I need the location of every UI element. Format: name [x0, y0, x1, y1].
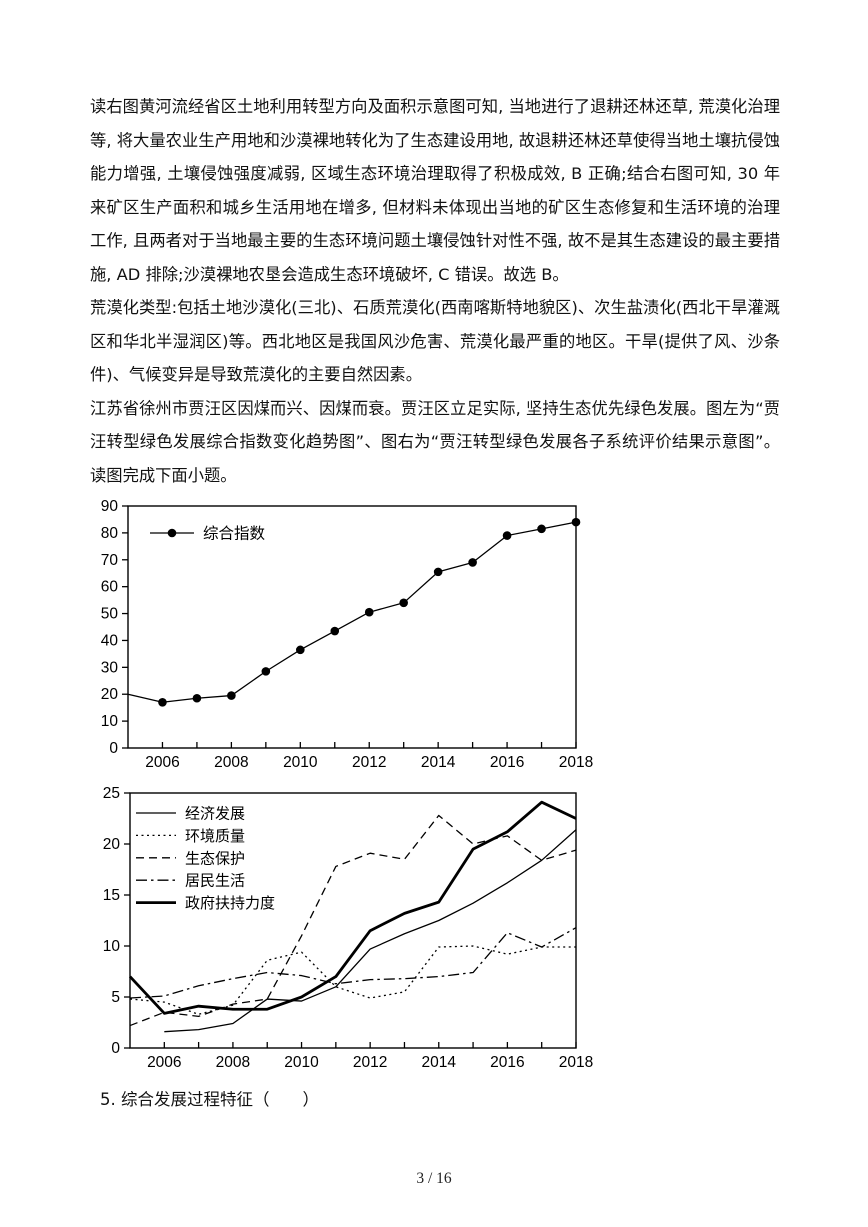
svg-text:2010: 2010	[284, 1054, 319, 1071]
svg-text:2010: 2010	[283, 754, 318, 771]
subsystem-evaluation-chart: 0 5 10 15 20 25 2006 2008 2010 2012 2014 2016 2018 经济…	[88, 786, 608, 1086]
desertification-note-paragraph: 荒漠化类型:包括土地沙漠化(三北)、石质荒漠化(西南喀斯特地貌区)、次生盐渍化(…	[90, 298, 780, 384]
page-number: 3 / 16	[416, 1170, 452, 1187]
svg-text:10: 10	[103, 938, 121, 955]
svg-text:25: 25	[103, 786, 120, 802]
svg-text:2008: 2008	[214, 754, 248, 771]
svg-text:60: 60	[101, 579, 119, 596]
svg-text:2016: 2016	[490, 1054, 524, 1071]
svg-text:0: 0	[109, 740, 118, 757]
svg-text:2012: 2012	[353, 1054, 387, 1071]
jiawang-intro-paragraph: 江苏省徐州市贾汪区因煤而兴、因煤而衰。贾汪区立足实际, 坚持生态优先绿色发展。图…	[90, 398, 780, 485]
legend-label: 居民生活	[185, 872, 245, 890]
svg-text:20: 20	[101, 686, 119, 703]
svg-text:90: 90	[101, 498, 119, 515]
svg-text:2014: 2014	[422, 1054, 457, 1071]
legend-label: 经济发展	[185, 805, 245, 823]
svg-text:2008: 2008	[216, 1054, 250, 1071]
svg-text:40: 40	[101, 632, 119, 649]
svg-text:80: 80	[101, 525, 119, 542]
legend-label: 政府扶持力度	[185, 894, 275, 912]
svg-text:10: 10	[101, 713, 119, 730]
svg-text:5: 5	[111, 989, 120, 1006]
svg-text:30: 30	[101, 659, 119, 676]
svg-text:0: 0	[111, 1040, 120, 1057]
svg-text:2012: 2012	[352, 754, 386, 771]
svg-text:50: 50	[101, 606, 119, 623]
legend-label: 生态保护	[185, 849, 245, 867]
svg-text:15: 15	[103, 887, 120, 904]
svg-text:2018: 2018	[559, 754, 593, 771]
svg-text:2014: 2014	[421, 754, 456, 771]
svg-text:70: 70	[101, 552, 119, 569]
svg-text:2016: 2016	[490, 754, 524, 771]
svg-text:2006: 2006	[145, 754, 179, 771]
body-text: 读右图黄河流经省区土地利用转型方向及面积示意图可知, 当地进行了退耕还林还草, …	[90, 90, 780, 492]
question-text: 5. 综合发展过程特征（ ）	[100, 1090, 319, 1109]
composite-index-trend-chart: 0 10 20 30 40 50 60 70 80 90 2006 2008 2010 2012 2014 2…	[88, 498, 608, 786]
answer-explanation-paragraph: 读右图黄河流经省区土地利用转型方向及面积示意图可知, 当地进行了退耕还林还草, …	[90, 97, 780, 284]
svg-text:2006: 2006	[147, 1054, 181, 1071]
legend-label: 环境质量	[185, 827, 245, 845]
svg-text:2018: 2018	[559, 1054, 593, 1071]
legend-label: 综合指数	[203, 525, 266, 543]
svg-text:20: 20	[103, 836, 121, 853]
